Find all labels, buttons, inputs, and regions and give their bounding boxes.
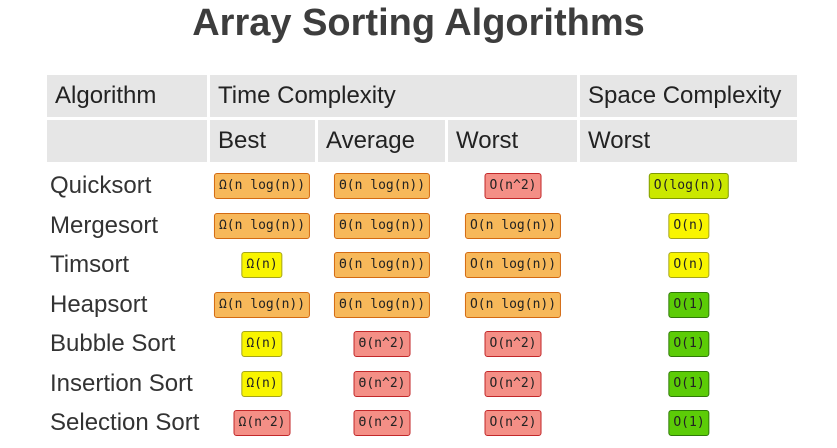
algorithm-name: Selection Sort (50, 409, 200, 436)
complexity-badge-space: O(n) (668, 252, 710, 278)
complexity-badge-space: O(log(n)) (648, 173, 730, 199)
algorithm-name: Insertion Sort (50, 369, 193, 397)
complexity-badge-best: Ω(n log(n)) (213, 173, 311, 199)
page-title: Array Sorting Algorithms (192, 2, 645, 44)
complexity-badge-space: O(1) (668, 410, 710, 436)
complexity-badge-worst: O(n log(n)) (464, 212, 562, 239)
header-algorithm: Algorithm (47, 75, 207, 117)
complexity-badge-best: Ω(n^2) (233, 410, 291, 436)
algorithm-name: Mergesort (50, 211, 159, 239)
complexity-badge-best: Ω(n log(n)) (213, 291, 311, 318)
algorithm-name: Quicksort (50, 172, 152, 199)
complexity-badge-best: Ω(n) (241, 331, 283, 357)
complexity-badge-worst: O(n^2) (484, 370, 542, 397)
complexity-badge-average: Θ(n log(n)) (333, 291, 431, 318)
header-time-complexity: Time Complexity (210, 75, 577, 117)
complexity-badge-average: Θ(n log(n)) (333, 252, 431, 278)
header-space-complexity: Space Complexity (580, 75, 797, 117)
complexity-badge-worst: O(n log(n)) (464, 252, 562, 278)
complexity-badge-average: Θ(n^2) (353, 410, 411, 436)
complexity-badge-space: O(1) (668, 370, 710, 397)
header-worst: Worst (448, 120, 577, 162)
complexity-badge-best: Ω(n log(n)) (213, 212, 311, 239)
algorithm-name: Timsort (50, 251, 130, 278)
algorithm-name: Heapsort (50, 290, 148, 318)
complexity-badge-average: Θ(n log(n)) (333, 173, 431, 199)
header-algorithm-blank (47, 120, 207, 162)
complexity-badge-worst: O(n^2) (484, 331, 542, 357)
header-average: Average (318, 120, 445, 162)
complexity-badge-worst: O(n^2) (484, 410, 542, 436)
complexity-badge-best: Ω(n) (241, 370, 283, 397)
complexity-badge-space: O(1) (668, 291, 710, 318)
complexity-badge-worst: O(n log(n)) (464, 291, 562, 318)
header-space-worst: Worst (580, 120, 797, 162)
complexity-badge-best: Ω(n) (241, 252, 283, 278)
complexity-badge-worst: O(n^2) (484, 173, 542, 199)
complexity-badge-space: O(1) (668, 331, 710, 357)
complexity-badge-space: O(n) (668, 212, 710, 239)
complexity-badge-average: Θ(n log(n)) (333, 212, 431, 239)
complexity-badge-average: Θ(n^2) (353, 331, 411, 357)
header-best: Best (210, 120, 315, 162)
algorithm-name: Bubble Sort (50, 330, 176, 357)
complexity-badge-average: Θ(n^2) (353, 370, 411, 397)
